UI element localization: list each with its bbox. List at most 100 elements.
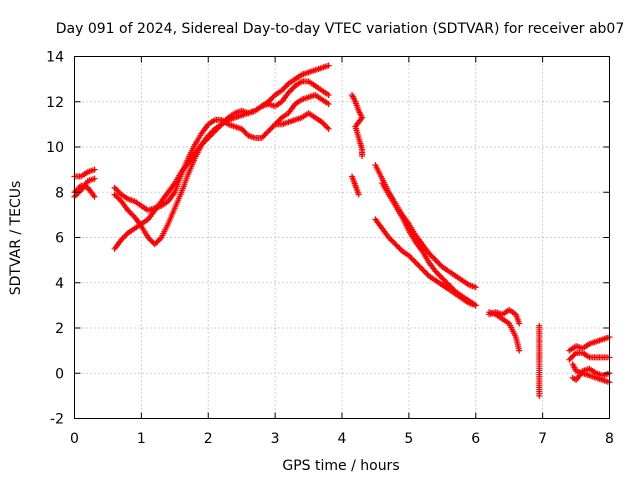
chart-title: Day 091 of 2024, Sidereal Day-to-day VTE… — [56, 21, 625, 37]
data-point-marker — [423, 270, 430, 277]
data-point-marker — [441, 277, 448, 284]
data-point-marker — [432, 257, 439, 264]
data-point-marker — [155, 237, 162, 244]
series-group — [111, 78, 332, 252]
y-axis-label: SDTVAR / TECUs — [8, 181, 24, 296]
data-point-marker — [199, 140, 206, 147]
data-point-marker — [440, 276, 447, 283]
data-point-marker — [290, 84, 297, 91]
data-point-marker — [516, 347, 523, 354]
data-point-marker — [443, 279, 450, 286]
data-point-marker — [321, 121, 328, 128]
data-point-marker — [325, 91, 332, 98]
series-group — [349, 173, 362, 198]
data-point-marker — [435, 259, 442, 266]
data-point-marker — [281, 84, 288, 91]
data-point-marker — [437, 262, 444, 269]
data-point-marker — [219, 120, 226, 127]
data-point-marker — [405, 252, 412, 259]
data-point-marker — [421, 268, 428, 275]
data-point-marker — [120, 234, 127, 241]
data-point-marker — [415, 262, 422, 269]
y-axis-ticks: -2 0 2 4 6 8 10 12 14 — [46, 50, 610, 428]
data-point-marker — [417, 264, 424, 271]
data-point-marker — [516, 320, 523, 327]
data-point-marker — [264, 129, 271, 136]
data-point-marker — [325, 62, 332, 69]
data-point-marker — [145, 234, 152, 241]
data-point-marker — [218, 121, 225, 128]
data-point-marker — [154, 238, 161, 245]
data-point-marker — [198, 141, 205, 148]
data-point-marker — [385, 234, 392, 241]
data-point-marker — [409, 256, 416, 263]
data-point-marker — [126, 208, 133, 215]
data-point-marker — [270, 122, 277, 129]
data-point-marker — [157, 235, 164, 242]
data-point-marker — [439, 275, 446, 282]
data-point-marker — [413, 260, 420, 267]
data-point-marker — [241, 128, 248, 135]
data-point-marker — [436, 272, 443, 279]
series-group — [566, 349, 613, 363]
data-point-marker — [282, 83, 289, 90]
data-point-marker — [114, 187, 121, 194]
data-point-marker — [393, 242, 400, 249]
y-tick-label: 8 — [55, 185, 64, 201]
data-point-marker — [72, 192, 79, 199]
series-group — [536, 322, 543, 399]
data-point-marker — [285, 89, 292, 96]
data-point-marker — [269, 94, 276, 101]
data-point-marker — [240, 127, 247, 134]
y-tick-label: 12 — [46, 95, 64, 111]
data-points — [71, 62, 613, 399]
data-point-marker — [320, 120, 327, 127]
data-point-marker — [425, 250, 432, 257]
data-point-marker — [211, 128, 218, 135]
x-axis-ticks: 0 1 2 3 4 5 6 7 8 — [70, 56, 614, 447]
data-point-marker — [472, 302, 479, 309]
x-tick-label: 0 — [70, 431, 79, 447]
data-point-marker — [429, 254, 436, 261]
x-tick-label: 7 — [538, 431, 547, 447]
data-point-marker — [207, 132, 214, 139]
data-point-marker — [115, 188, 122, 195]
data-point-marker — [435, 271, 442, 278]
data-point-marker — [270, 93, 277, 100]
data-point-marker — [147, 237, 154, 244]
data-point-marker — [91, 193, 98, 200]
data-point-marker — [118, 236, 125, 243]
data-point-marker — [396, 245, 403, 252]
data-point-marker — [268, 125, 275, 132]
data-point-marker — [286, 88, 293, 95]
data-point-marker — [427, 251, 434, 258]
data-point-marker — [571, 351, 578, 358]
data-point-marker — [407, 253, 414, 260]
data-point-marker — [146, 235, 153, 242]
x-tick-label: 8 — [605, 431, 614, 447]
data-point-marker — [114, 194, 121, 201]
data-point-marker — [201, 139, 208, 146]
data-point-marker — [202, 137, 209, 144]
series-group — [569, 365, 613, 384]
data-point-marker — [223, 115, 230, 122]
data-point-marker — [215, 124, 222, 131]
data-point-marker — [277, 115, 284, 122]
data-point-marker — [217, 122, 224, 129]
data-point-marker — [424, 271, 431, 278]
data-point-marker — [276, 117, 283, 124]
series-group — [111, 62, 332, 248]
data-point-marker — [416, 263, 423, 270]
data-point-marker — [213, 126, 220, 133]
data-point-marker — [210, 129, 217, 136]
data-point-marker — [322, 123, 329, 130]
data-point-marker — [149, 238, 156, 245]
data-point-marker — [392, 241, 399, 248]
data-point-marker — [129, 211, 136, 218]
data-point-marker — [566, 356, 573, 363]
data-point-marker — [391, 239, 398, 246]
data-point-marker — [91, 166, 98, 173]
data-point-marker — [206, 133, 213, 140]
data-point-marker — [388, 237, 395, 244]
data-point-marker — [536, 392, 543, 399]
